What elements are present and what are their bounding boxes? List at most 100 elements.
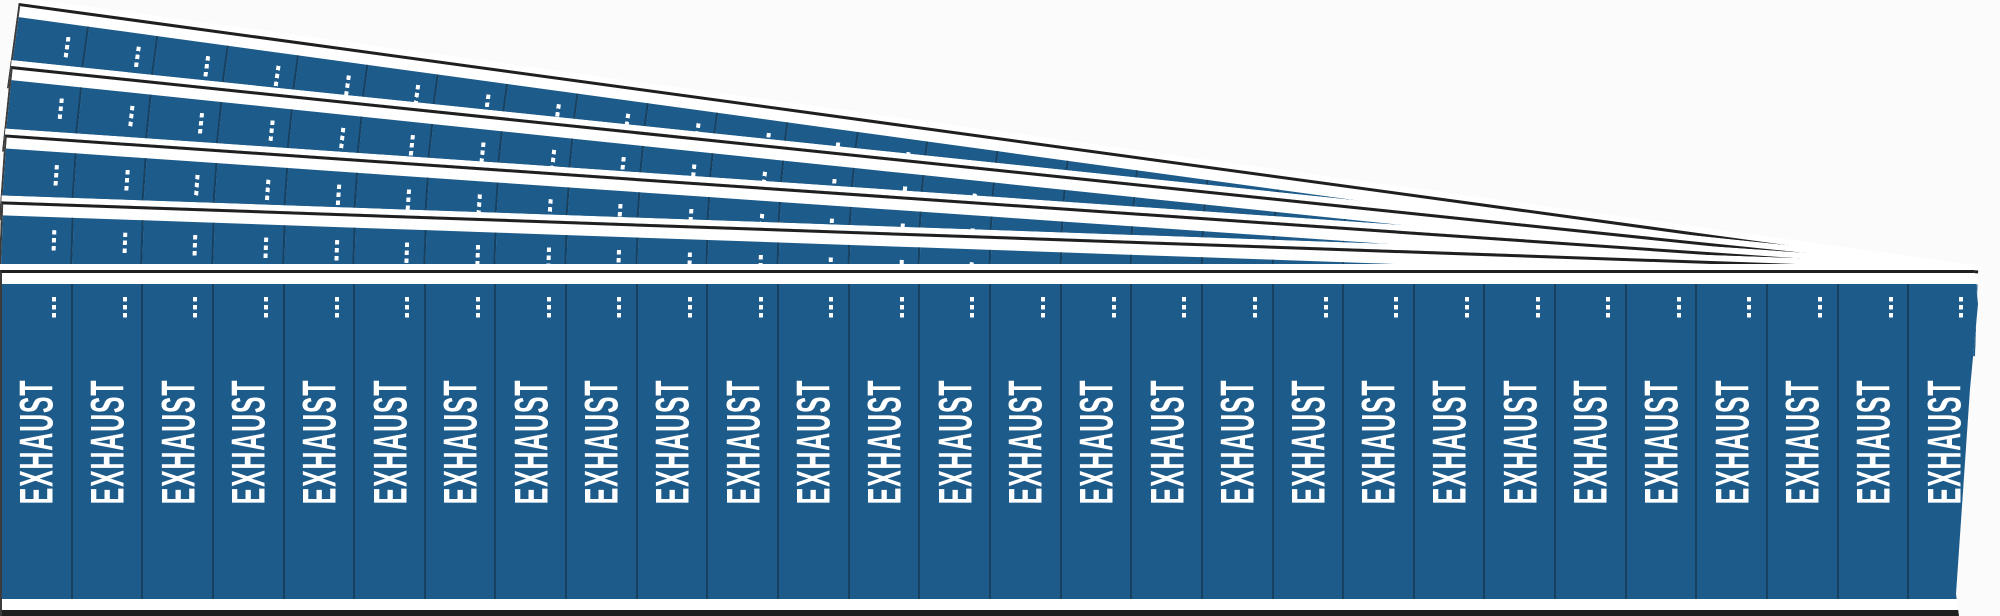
label-text: EXHAUST	[1705, 379, 1759, 504]
fold-tick-icon	[124, 169, 130, 192]
fold-tick-icon	[899, 297, 904, 318]
pipe-marker-label: EXHAUST	[1344, 284, 1415, 599]
fold-tick-icon	[405, 189, 412, 211]
fold-tick-icon	[1323, 297, 1328, 318]
fold-tick-icon	[1182, 297, 1187, 318]
pipe-marker-label: EXHAUST	[496, 284, 568, 599]
pipe-marker-label: EXHAUST	[425, 284, 497, 599]
fold-tick-icon	[1394, 297, 1399, 318]
label-sheet-front: EXHAUST EXHAUST EXHAUST EXHAUST EXHAUST EXHAU…	[0, 264, 1978, 616]
fold-tick-icon	[617, 297, 622, 318]
label-text: EXHAUST	[1210, 379, 1264, 504]
label-text: EXHAUST	[1140, 379, 1194, 504]
pipe-marker-label: EXHAUST	[849, 284, 921, 599]
fold-tick-icon	[546, 297, 551, 318]
fold-tick-icon	[970, 297, 975, 318]
pipe-marker-label: EXHAUST	[213, 284, 285, 599]
label-text: EXHAUST	[433, 379, 487, 504]
label-text: EXHAUST	[574, 379, 628, 504]
fold-tick-icon	[122, 232, 128, 254]
label-text: EXHAUST	[1351, 379, 1405, 504]
label-text: EXHAUST	[80, 379, 134, 504]
pipe-marker-label: EXHAUST	[355, 284, 426, 599]
fold-tick-icon	[268, 120, 275, 142]
label-text: EXHAUST	[645, 379, 699, 504]
pipe-marker-label: EXHAUST	[1485, 284, 1557, 599]
fold-tick-icon	[334, 297, 339, 318]
label-text: EXHAUST	[1422, 379, 1476, 504]
pipe-marker-label: EXHAUST	[920, 284, 991, 599]
fold-tick-icon	[409, 134, 416, 157]
fold-tick-icon	[63, 36, 71, 59]
label-text: EXHAUST	[1281, 379, 1335, 504]
fold-tick-icon	[1676, 297, 1681, 318]
fold-tick-icon	[264, 179, 271, 201]
fold-tick-icon	[203, 55, 211, 78]
fold-tick-icon	[133, 46, 141, 68]
label-text: EXHAUST	[998, 379, 1052, 504]
pipe-marker-label: EXHAUST	[637, 284, 709, 599]
fold-tick-icon	[264, 297, 269, 318]
label-text: EXHAUST	[1775, 379, 1829, 504]
fold-tick-icon	[263, 237, 269, 259]
pipe-marker-label: EXHAUST	[143, 284, 214, 599]
fold-tick-icon	[405, 297, 410, 318]
pipe-marker-label: EXHAUST	[1697, 284, 1769, 599]
label-text: EXHAUST	[504, 379, 558, 504]
fold-tick-icon	[343, 75, 351, 97]
label-text: EXHAUST	[1917, 379, 1971, 504]
fold-tick-icon	[57, 98, 64, 120]
fold-tick-icon	[1111, 297, 1116, 318]
label-text: EXHAUST	[786, 379, 840, 504]
fold-tick-icon	[52, 297, 57, 318]
fold-tick-icon	[475, 297, 480, 318]
label-text: EXHAUST	[1563, 379, 1617, 504]
pipe-marker-label: EXHAUST	[72, 284, 144, 599]
label-text: EXHAUST	[716, 379, 770, 504]
label-text: EXHAUST	[9, 379, 63, 504]
label-text: EXHAUST	[363, 379, 417, 504]
fold-tick-icon	[334, 239, 339, 262]
pipe-marker-label: EXHAUST	[1838, 284, 1910, 599]
fold-tick-icon	[335, 184, 341, 206]
fold-tick-icon	[758, 297, 763, 318]
fold-tick-icon	[192, 235, 198, 257]
fold-tick-icon	[1041, 297, 1046, 318]
sheet-paper: EXHAUST EXHAUST EXHAUST EXHAUST EXHAUST EXHAU…	[0, 270, 1978, 616]
fold-tick-icon	[1535, 297, 1540, 318]
pipe-marker-label: EXHAUST	[1414, 284, 1486, 599]
fold-tick-icon	[53, 164, 59, 187]
fold-tick-icon	[193, 297, 198, 318]
fold-tick-icon	[273, 65, 281, 87]
pipe-marker-label: EXHAUST	[1132, 284, 1203, 599]
label-text: EXHAUST	[1069, 379, 1123, 504]
pipe-marker-label: EXHAUST	[708, 284, 780, 599]
label-text: EXHAUST	[857, 379, 911, 504]
fold-tick-icon	[1888, 297, 1893, 318]
pipe-marker-label: EXHAUST	[1909, 284, 1978, 599]
label-text: EXHAUST	[221, 379, 275, 504]
label-text: EXHAUST	[292, 379, 346, 504]
fold-tick-icon	[194, 174, 200, 196]
fold-tick-icon	[1606, 297, 1611, 318]
label-text: EXHAUST	[1846, 379, 1900, 504]
pipe-marker-label: EXHAUST	[1202, 284, 1274, 599]
label-text: EXHAUST	[151, 379, 205, 504]
pipe-marker-label: EXHAUST	[990, 284, 1062, 599]
pipe-marker-label: EXHAUST	[567, 284, 638, 599]
pipe-marker-label: EXHAUST	[284, 284, 356, 599]
fold-tick-icon	[404, 242, 410, 264]
pipe-marker-label: EXHAUST	[2, 284, 73, 599]
fold-tick-icon	[1747, 297, 1752, 318]
pipe-marker-label: EXHAUST	[1768, 284, 1839, 599]
fold-tick-icon	[1959, 297, 1964, 318]
pipe-marker-label: EXHAUST	[1626, 284, 1698, 599]
fold-tick-icon	[475, 244, 481, 267]
fold-tick-icon	[198, 112, 205, 135]
pipe-marker-label: EXHAUST	[1273, 284, 1345, 599]
fold-tick-icon	[128, 105, 135, 127]
pipe-marker-label: EXHAUST	[779, 284, 850, 599]
fold-tick-icon	[338, 127, 345, 149]
pipe-marker-label: EXHAUST	[1061, 284, 1133, 599]
fold-tick-icon	[1464, 297, 1469, 318]
